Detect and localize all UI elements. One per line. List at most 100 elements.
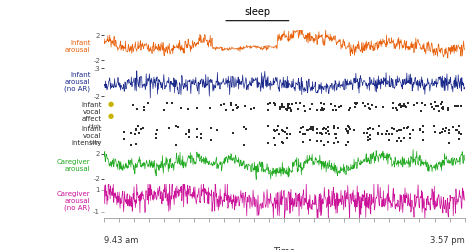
Point [297,101,304,105]
Point [366,137,374,141]
Point [406,136,414,140]
Y-axis label: Infant
arousal: Infant arousal [65,40,91,53]
Point [234,106,241,110]
Point [395,136,402,140]
Point [440,106,447,110]
Point [451,104,458,108]
Point [379,105,387,109]
Point [350,128,357,132]
Point [432,104,440,108]
Point [366,132,374,136]
Point [345,125,353,129]
Point [264,124,272,128]
Point [441,129,448,133]
Point [329,108,337,112]
Point [273,128,281,132]
Point [197,136,204,140]
Point [419,138,427,142]
Point [344,140,352,144]
Point [322,132,330,136]
Point [275,132,283,136]
Point [242,127,250,131]
Point [325,132,332,136]
Point [454,104,461,108]
Point [404,125,412,129]
Point [163,101,171,105]
Point [319,127,327,131]
Point [309,128,316,132]
Point [271,128,279,132]
Point [228,103,235,107]
Point [320,143,328,147]
Point [373,105,380,109]
Point [390,127,398,131]
Point [276,107,284,111]
Point [365,106,373,110]
Point [400,102,408,106]
Point [322,127,329,131]
Point [127,143,135,147]
Point [165,126,173,130]
Point [296,130,304,134]
Point [241,104,248,108]
Point [360,131,368,135]
Point [324,140,332,144]
Point [178,106,185,110]
Point [410,103,418,107]
Point [399,104,407,108]
Point [132,126,139,130]
Point [304,128,311,132]
Point [431,130,439,134]
Point [318,102,325,105]
Point [445,140,452,144]
Point [266,101,273,105]
Point [307,107,314,111]
Point [280,129,287,133]
Point [325,125,332,129]
Point [337,104,345,108]
Point [366,126,374,130]
Point [319,108,326,112]
Point [278,128,286,132]
Point [397,139,404,143]
Point [457,104,465,108]
Point [206,106,214,110]
Point [417,108,424,112]
Point [129,103,137,107]
Point [277,106,284,110]
Point [306,127,314,131]
Text: Time: Time [273,248,295,250]
Point [278,103,286,107]
Point [404,101,411,105]
Point [297,126,305,130]
Point [271,128,278,132]
Point [274,124,282,128]
Point [182,132,190,136]
Point [352,102,360,105]
Point [286,106,294,110]
Point [388,126,396,130]
Point [320,126,328,130]
Text: 9.43 am: 9.43 am [104,236,139,245]
Point [131,132,139,136]
Point [120,136,128,140]
Point [283,108,291,112]
Point [133,107,141,111]
Point [393,108,401,112]
Point [442,126,450,130]
Point [140,108,148,112]
Y-axis label: Caregiver
arousal: Caregiver arousal [57,159,91,172]
Point [292,101,300,105]
Point [334,140,342,143]
Point [352,105,359,109]
Point [396,102,403,106]
Point [445,128,452,132]
Point [283,136,291,140]
Point [135,131,143,135]
Y-axis label: Caregiver
arousal
(no AR): Caregiver arousal (no AR) [57,190,91,211]
Point [313,139,320,143]
Point [264,108,272,112]
Point [301,104,308,108]
Point [313,131,320,135]
Point [281,130,289,134]
